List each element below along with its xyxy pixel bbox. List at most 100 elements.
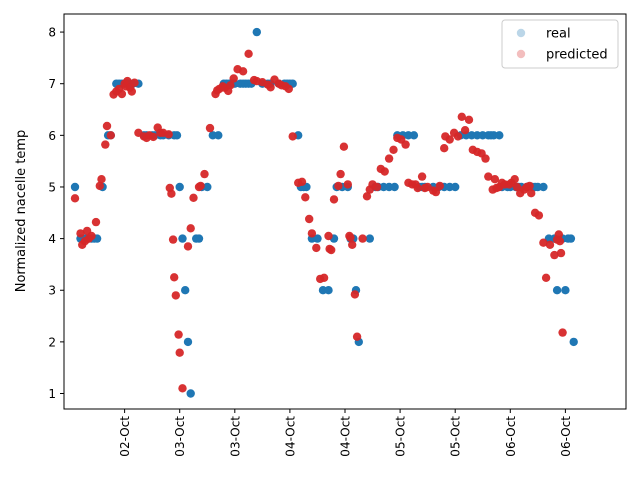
point-real-63	[313, 234, 322, 243]
point-predicted-27	[149, 132, 158, 142]
x-tick-label-2: 03-Oct	[228, 416, 242, 457]
x-tick-label-4: 04-Oct	[339, 416, 353, 457]
point-predicted-41	[186, 224, 195, 233]
point-predicted-8	[95, 181, 105, 191]
point-real-0	[70, 182, 80, 192]
point-predicted-90	[358, 234, 367, 243]
point-predicted-147	[554, 230, 563, 239]
point-predicted-149	[556, 248, 566, 258]
point-predicted-150	[558, 328, 567, 337]
point-real-118	[566, 234, 576, 243]
point-predicted-44	[196, 181, 205, 191]
point-predicted-96	[380, 167, 389, 176]
points-layer	[70, 27, 578, 398]
point-predicted-80	[329, 195, 339, 204]
x-tick-label-8: 06-Oct	[559, 416, 573, 457]
point-predicted-31	[164, 130, 173, 139]
point-real-100	[495, 131, 504, 140]
point-predicted-138	[525, 181, 534, 191]
legend-label-real: real	[546, 27, 571, 42]
point-predicted-21	[127, 87, 136, 96]
point-predicted-37	[174, 330, 183, 339]
point-predicted-76	[319, 273, 329, 282]
point-predicted-53	[226, 81, 235, 90]
point-predicted-19	[123, 76, 132, 86]
y-tick-label-1: 1	[48, 387, 56, 401]
y-tick-label-4: 4	[48, 232, 56, 246]
y-tick-label-7: 7	[48, 77, 56, 91]
point-predicted-81	[334, 181, 343, 191]
x-tick-label-5: 05-Oct	[394, 416, 408, 457]
x-tick-label-3: 04-Oct	[283, 416, 297, 457]
point-real-38	[214, 131, 223, 140]
point-predicted-46	[205, 123, 215, 133]
point-real-28	[175, 182, 184, 192]
point-predicted-38	[175, 348, 184, 357]
point-predicted-86	[346, 233, 355, 242]
point-real-29	[178, 234, 187, 243]
point-predicted-101	[401, 140, 410, 149]
point-predicted-10	[101, 140, 110, 149]
x-tick-label-0: 02-Oct	[118, 416, 132, 457]
point-predicted-56	[238, 67, 248, 76]
x-tick-label-6: 05-Oct	[449, 416, 463, 457]
legend: real predicted	[501, 19, 619, 69]
point-real-83	[409, 131, 419, 140]
legend-marker-predicted	[516, 49, 526, 59]
point-real-111	[539, 182, 548, 192]
point-real-34	[194, 234, 204, 243]
point-predicted-133	[510, 175, 519, 184]
point-predicted-78	[324, 231, 333, 241]
point-predicted-142	[539, 238, 548, 247]
point-predicted-94	[372, 182, 382, 192]
point-real-74	[365, 234, 374, 243]
point-predicted-148	[555, 237, 565, 246]
point-predicted-145	[550, 250, 559, 260]
point-predicted-111	[435, 181, 444, 191]
x-axis: 02-Oct 03-Oct 03-Oct 04-Oct 04-Oct 05-Oct 05-O…	[118, 409, 573, 457]
point-predicted-34	[168, 235, 178, 244]
x-tick-label-7: 06-Oct	[504, 416, 518, 457]
point-predicted-124	[484, 172, 493, 181]
point-predicted-97	[384, 154, 394, 163]
point-predicted-6	[87, 231, 96, 241]
point-predicted-74	[312, 243, 321, 253]
point-real-36	[203, 182, 212, 192]
point-predicted-117	[457, 112, 466, 122]
point-predicted-144	[545, 240, 555, 249]
legend-marker-real	[516, 28, 526, 38]
point-predicted-141	[534, 211, 544, 220]
point-predicted-134	[512, 182, 522, 192]
point-predicted-118	[460, 126, 470, 135]
legend-box	[501, 19, 619, 69]
point-predicted-143	[541, 273, 551, 282]
point-predicted-72	[305, 214, 314, 224]
point-real-114	[552, 286, 562, 295]
point-predicted-33	[167, 189, 176, 198]
point-predicted-126	[490, 175, 500, 184]
point-real-116	[561, 286, 570, 295]
point-predicted-89	[352, 332, 362, 341]
point-predicted-88	[350, 290, 360, 299]
point-real-79	[390, 182, 399, 192]
point-predicted-123	[481, 154, 490, 163]
point-predicted-112	[440, 144, 449, 153]
y-axis: 1 2 3 4 5 6 7 8	[48, 26, 64, 401]
legend-label-predicted: predicted	[546, 48, 608, 63]
y-tick-label-8: 8	[48, 26, 56, 40]
point-predicted-70	[297, 177, 307, 186]
point-predicted-40	[183, 242, 193, 251]
point-predicted-42	[189, 193, 198, 202]
point-real-91	[451, 182, 460, 192]
point-predicted-36	[171, 291, 180, 300]
point-predicted-0	[70, 194, 80, 203]
y-tick-label-3: 3	[48, 284, 56, 298]
y-axis-label: Normalized nacelle temp	[14, 130, 29, 293]
point-predicted-71	[301, 193, 310, 202]
point-predicted-1	[76, 229, 85, 238]
point-predicted-7	[91, 217, 101, 227]
y-tick-label-6: 6	[48, 129, 56, 143]
point-predicted-39	[178, 384, 187, 393]
point-predicted-11	[102, 121, 112, 131]
point-predicted-83	[339, 142, 349, 151]
